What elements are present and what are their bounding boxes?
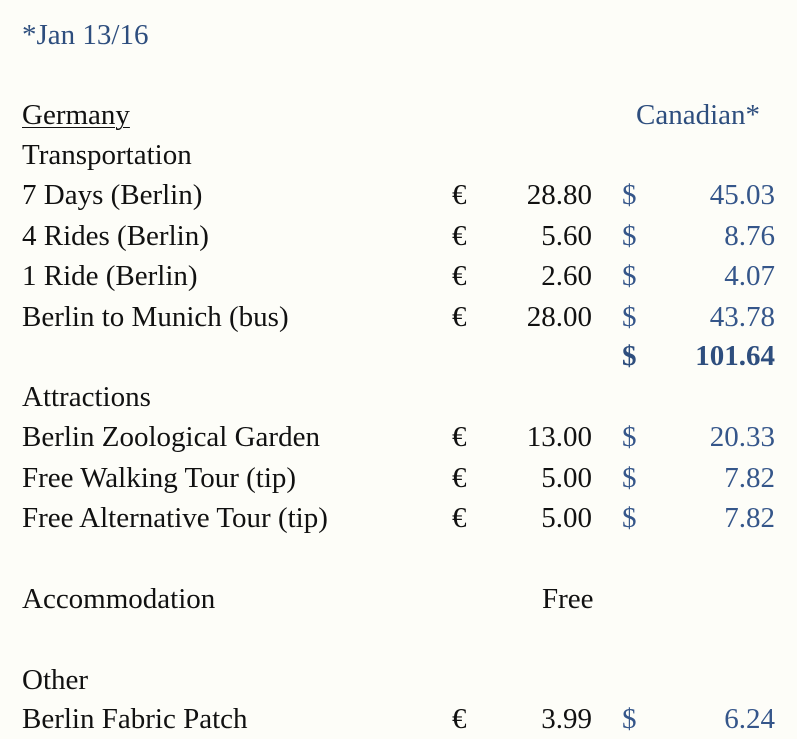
section-title: Other [22,664,89,696]
transportation-total-row: $ 101.64 [0,336,797,376]
dollar-sign: $ [622,260,637,292]
expense-row: 1 Ride (Berlin) €2.60 $4.07 [0,256,797,296]
euro-amount: 13.00 [526,421,592,453]
dollar-sign: $ [622,461,637,494]
country-heading: Germany [22,99,130,131]
euro-sign: € [452,179,467,211]
expense-label: 7 Days (Berlin) [22,179,203,211]
dollar-sign: $ [622,179,637,211]
section-title: Attractions [22,381,151,413]
expense-row: Free Walking Tour (tip) €5.00 $7.82 [0,458,797,498]
section-heading-other: Other [0,660,797,700]
dollar-sign: $ [622,219,637,252]
total-currency-sign: $ [622,340,637,372]
expense-label: 4 Rides (Berlin) [22,219,209,252]
cad-amount: 6.24 [724,703,775,735]
date-note: *Jan 13/16 [22,19,149,51]
accommodation-value: Free [542,583,594,615]
currency-header: Canadian* [635,99,760,131]
expense-label: Free Walking Tour (tip) [22,461,297,494]
date-note-row: *Jan 13/16 [0,15,797,55]
euro-sign: € [452,421,467,453]
expense-row: Berlin Zoological Garden €13.00 $20.33 [0,417,797,457]
expense-label: Berlin to Munich (bus) [22,300,289,333]
euro-amount: 5.00 [541,502,592,534]
cad-amount: 4.07 [724,260,775,292]
expense-row: Free Alternative Tour (tip) €5.00 $7.82 [0,498,797,538]
euro-sign: € [452,703,467,735]
euro-amount: 28.00 [526,300,592,333]
euro-sign: € [452,461,467,494]
expense-label: Free Alternative Tour (tip) [22,502,328,534]
euro-amount: 5.60 [541,219,592,252]
header-row: Germany Canadian* [0,95,797,135]
euro-sign: € [452,300,467,333]
dollar-sign: $ [622,421,637,453]
dollar-sign: $ [622,300,637,333]
euro-sign: € [452,219,467,252]
dollar-sign: $ [622,703,637,735]
euro-amount: 3.99 [541,703,592,735]
cad-amount: 7.82 [724,461,775,494]
cad-amount: 8.76 [724,219,775,252]
euro-amount: 5.00 [541,461,592,494]
section-heading-transportation: Transportation [0,135,797,175]
transportation-total: 101.64 [695,340,775,372]
euro-amount: 28.80 [526,179,592,211]
accommodation-row: Accommodation Free [0,579,797,619]
expense-row: 7 Days (Berlin) €28.80 $45.03 [0,175,797,215]
expense-label: Berlin Zoological Garden [22,421,320,453]
dollar-sign: $ [622,502,637,534]
section-title: Accommodation [22,583,216,615]
cad-amount: 20.33 [709,421,775,453]
euro-sign: € [452,260,467,292]
expense-row: 4 Rides (Berlin) €5.60 $8.76 [0,216,797,256]
section-heading-attractions: Attractions [0,377,797,417]
cad-amount: 7.82 [724,502,775,534]
expense-label: 1 Ride (Berlin) [22,260,198,292]
expense-label: Berlin Fabric Patch [22,703,248,735]
euro-amount: 2.60 [541,260,592,292]
euro-sign: € [452,502,467,534]
expense-row: Berlin to Munich (bus) €28.00 $43.78 [0,297,797,337]
cad-amount: 45.03 [709,179,775,211]
expense-row: Berlin Fabric Patch €3.99 $6.24 [0,699,797,739]
section-title: Transportation [22,139,192,171]
cad-amount: 43.78 [709,300,775,333]
